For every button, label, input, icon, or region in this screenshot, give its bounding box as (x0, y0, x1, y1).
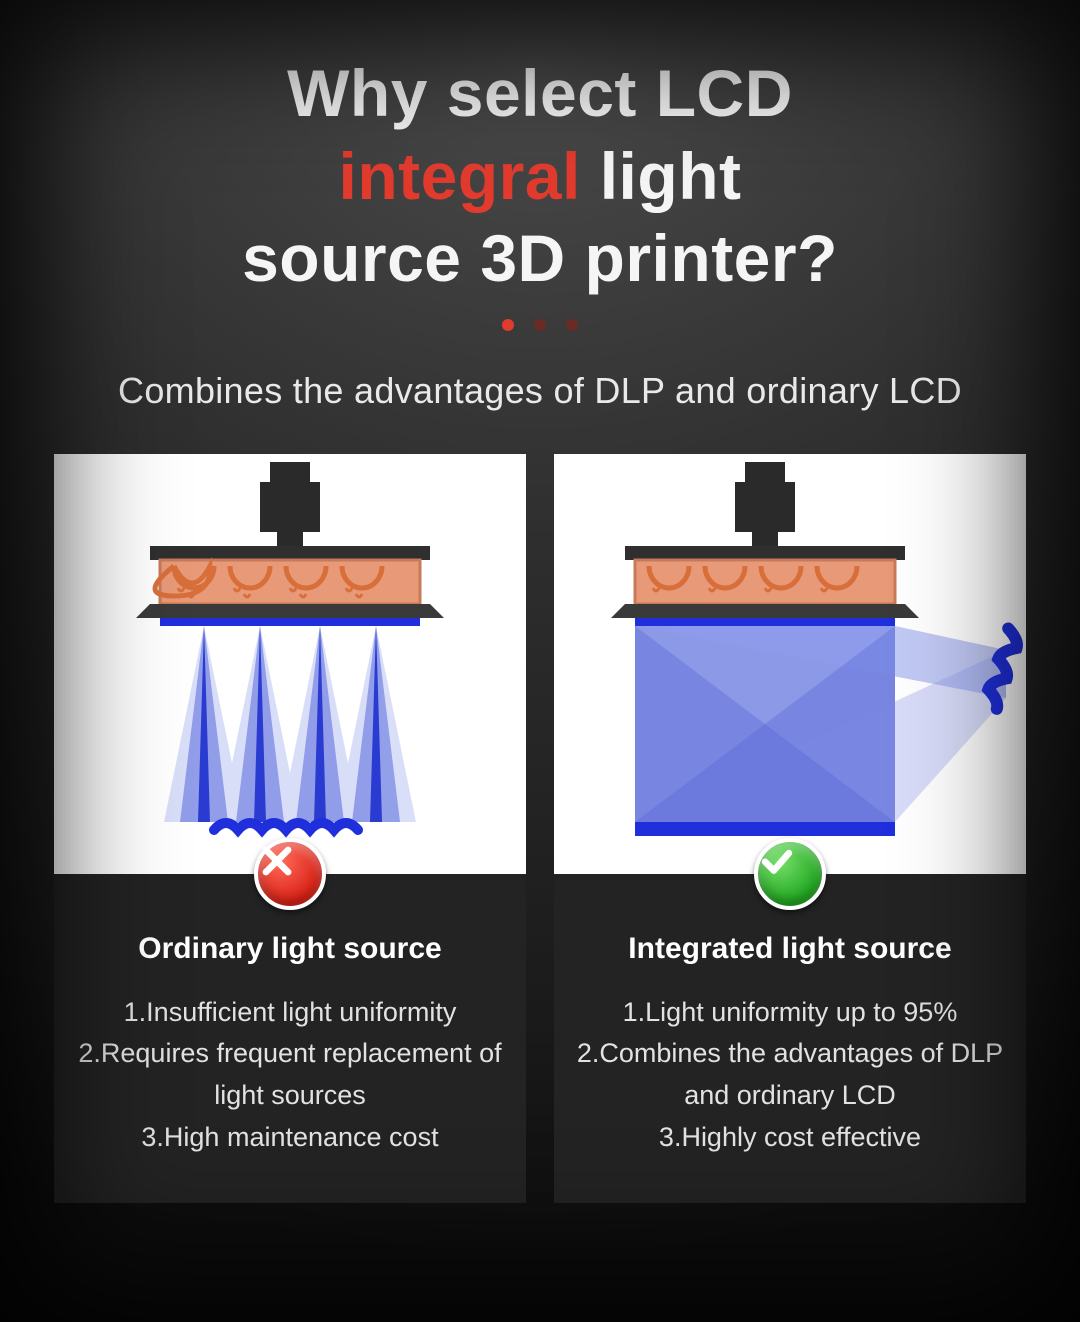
headline-line1: Why select LCD (0, 52, 1080, 135)
comparison-cards: Ordinary light source 1.Insufficient lig… (0, 454, 1080, 1203)
card-integrated: Integrated light source 1.Light uniformi… (554, 454, 1026, 1203)
card-ordinary-title: Ordinary light source (76, 932, 504, 966)
decor-dots (0, 318, 1080, 336)
point: 3.Highly cost effective (576, 1117, 1004, 1159)
point: 3.High maintenance cost (76, 1117, 504, 1159)
headline-accent: integral (338, 139, 580, 213)
headline: Why select LCD integral light source 3D … (0, 0, 1080, 300)
illustration-integrated (554, 454, 1026, 874)
cross-icon (254, 838, 326, 910)
card-ordinary-points: 1.Insufficient light uniformity2.Require… (76, 992, 504, 1159)
ordinary-light-diagram (54, 454, 526, 874)
check-icon (754, 838, 826, 910)
point: 2.Requires frequent replacement of light… (76, 1033, 504, 1117)
card-integrated-title: Integrated light source (576, 932, 1004, 966)
headline-line3: source 3D printer? (0, 217, 1080, 300)
dot-1 (502, 319, 514, 331)
point: 1.Light uniformity up to 95% (576, 992, 1004, 1034)
card-ordinary: Ordinary light source 1.Insufficient lig… (54, 454, 526, 1203)
dot-2 (534, 319, 546, 331)
integrated-light-diagram (554, 454, 1026, 874)
card-integrated-text: Integrated light source 1.Light uniformi… (554, 874, 1026, 1203)
headline-line2: integral light (0, 135, 1080, 218)
card-ordinary-text: Ordinary light source 1.Insufficient lig… (54, 874, 526, 1203)
point: 2.Combines the advantages of DLP and ord… (576, 1033, 1004, 1117)
headline-line2b: light (581, 139, 742, 213)
subtitle: Combines the advantages of DLP and ordin… (0, 370, 1080, 412)
point: 1.Insufficient light uniformity (76, 992, 504, 1034)
illustration-ordinary (54, 454, 526, 874)
dot-3 (566, 319, 578, 331)
card-integrated-points: 1.Light uniformity up to 95%2.Combines t… (576, 992, 1004, 1159)
